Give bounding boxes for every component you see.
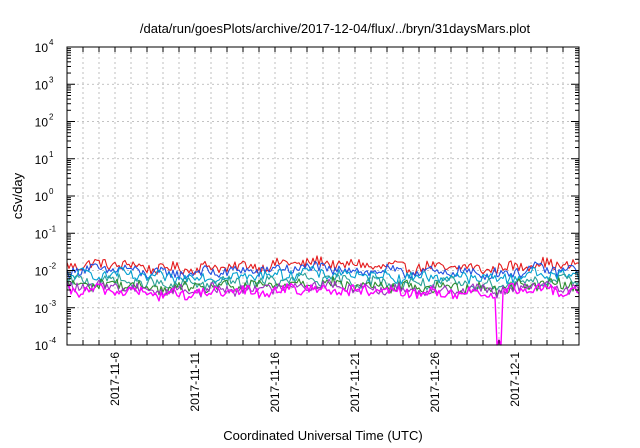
y-tick-exponent: -1 — [49, 224, 57, 233]
series-line — [66, 272, 580, 291]
series-line — [66, 278, 580, 299]
y-tick-label: 10 -1 — [35, 224, 57, 241]
y-tick-exponent: 4 — [49, 38, 54, 47]
y-tick-exponent: 3 — [49, 75, 54, 84]
x-tick-label: 2017-12-1 — [508, 352, 522, 407]
series-line — [67, 282, 580, 346]
y-tick-label: 10 0 — [35, 187, 54, 204]
series-line — [66, 265, 580, 285]
y-tick-exponent: 0 — [49, 187, 54, 196]
y-tick-label: 10 -2 — [35, 262, 57, 279]
x-tick-label: 2017-11-26 — [428, 352, 442, 413]
y-tick-label: 10 -3 — [35, 299, 57, 316]
x-tick-label: 2017-11-6 — [108, 352, 122, 406]
y-tick-label: 10 1 — [35, 150, 54, 167]
y-tick-exponent: -3 — [49, 299, 57, 308]
y-tick-base: 10 — [35, 116, 49, 130]
y-tick-label: 10 4 — [35, 38, 54, 55]
y-tick-label: 10 3 — [35, 75, 54, 92]
x-tick-label: 2017-11-11 — [188, 352, 202, 412]
series-line — [66, 276, 580, 297]
y-tick-exponent: 1 — [49, 150, 54, 159]
series-layer — [66, 255, 580, 346]
x-tick-label: 2017-11-21 — [348, 352, 362, 413]
y-tick-exponent: -4 — [49, 336, 57, 345]
y-tick-exponent: -2 — [49, 262, 57, 271]
y-tick-exponent: 2 — [49, 113, 54, 122]
tick-layer — [67, 46, 579, 346]
y-tick-base: 10 — [35, 78, 49, 92]
y-axis-label: cSv/day — [10, 172, 25, 219]
x-axis-label: Coordinated Universal Time (UTC) — [223, 428, 422, 443]
x-tick-labels: 2017-11-6 2017-11-11 2017-11-16 2017-11-21 2… — [108, 352, 522, 413]
y-tick-base: 10 — [35, 41, 49, 55]
series-line — [66, 255, 580, 276]
y-tick-base: 10 — [35, 302, 49, 316]
y-tick-label: 10 2 — [35, 113, 54, 130]
y-tick-label: 10 -4 — [35, 336, 57, 353]
y-tick-base: 10 — [35, 153, 49, 167]
y-tick-base: 10 — [35, 227, 49, 241]
series-line — [66, 260, 580, 281]
x-tick-label: 2017-11-16 — [268, 352, 282, 413]
chart-title: /data/run/goesPlots/archive/2017-12-04/f… — [140, 21, 531, 36]
y-tick-base: 10 — [35, 339, 49, 353]
y-tick-base: 10 — [35, 190, 49, 204]
y-tick-base: 10 — [35, 265, 49, 279]
